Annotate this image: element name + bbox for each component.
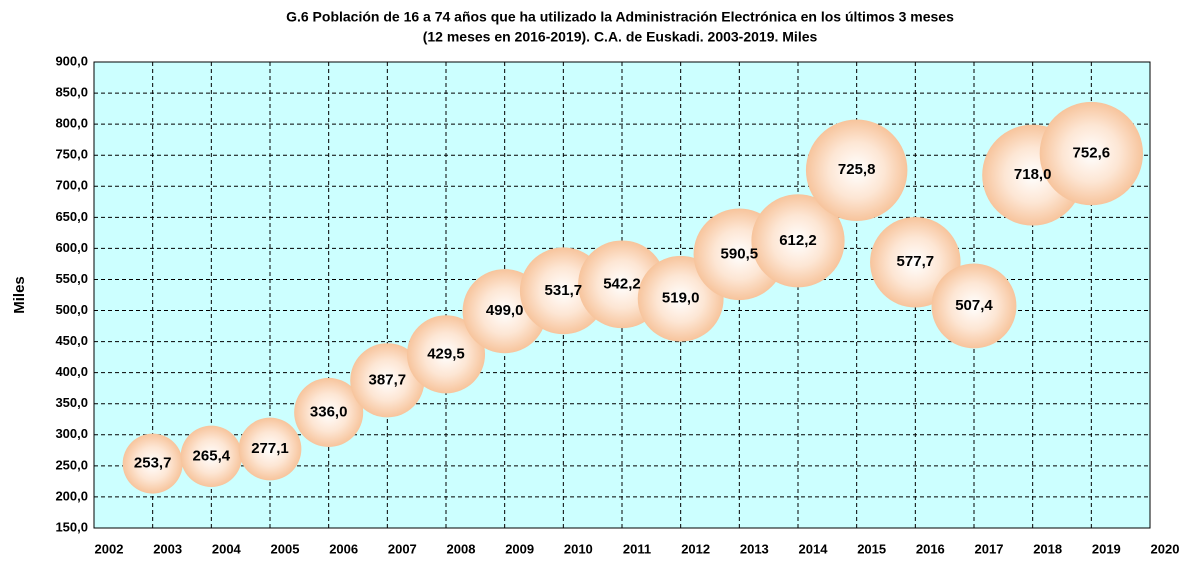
x-tick-label: 2006 [329,541,358,556]
data-label: 387,7 [369,371,407,388]
bubble [294,377,364,447]
y-tick-label: 300,0 [55,426,88,441]
data-label: 429,5 [427,345,465,362]
data-label: 531,7 [545,282,583,299]
x-tick-label: 2017 [975,541,1004,556]
bubble [805,119,908,221]
y-tick-label: 800,0 [55,116,88,131]
x-tick-label: 2002 [95,541,124,556]
x-tick-label: 2009 [505,541,534,556]
y-tick-label: 250,0 [55,457,88,472]
y-tick-label: 350,0 [55,395,88,410]
x-tick-label: 2013 [740,541,769,556]
chart-subtitle: (12 meses en 2016-2019). C.A. de Euskadi… [423,29,818,45]
data-label: 718,0 [1014,166,1052,183]
x-tick-label: 2018 [1033,541,1062,556]
bubble [238,417,302,481]
bubble [350,343,425,418]
y-tick-label: 150,0 [55,519,88,534]
x-tick-label: 2020 [1151,541,1180,556]
x-tick-label: 2019 [1092,541,1121,556]
x-tick-label: 2015 [857,541,886,556]
x-tick-label: 2003 [153,541,182,556]
data-label: 577,7 [897,253,935,270]
data-label: 725,8 [838,161,876,178]
bubble [180,425,243,487]
x-tick-label: 2012 [681,541,710,556]
data-label: 542,2 [603,275,641,292]
chart-title: G.6 Población de 16 a 74 años que ha uti… [286,9,954,25]
x-tick-label: 2007 [388,541,417,556]
y-tick-label: 650,0 [55,209,88,224]
bubble [931,263,1017,349]
y-tick-label: 200,0 [55,488,88,503]
x-tick-label: 2010 [564,541,593,556]
y-tick-label: 750,0 [55,147,88,162]
data-label: 265,4 [193,447,231,464]
y-tick-label: 550,0 [55,271,88,286]
data-label: 590,5 [721,245,759,262]
data-label: 612,2 [779,232,817,249]
y-tick-label: 900,0 [55,53,88,68]
x-tick-label: 2004 [212,541,242,556]
data-label: 253,7 [134,455,172,472]
x-tick-label: 2005 [271,541,300,556]
y-tick-label: 450,0 [55,333,88,348]
x-tick-label: 2008 [447,541,476,556]
data-label: 336,0 [310,403,348,420]
y-tick-label: 400,0 [55,364,88,379]
x-tick-label: 2016 [916,541,945,556]
x-tick-label: 2011 [623,541,651,556]
y-tick-label: 500,0 [55,302,88,317]
y-axis-label: Miles [11,276,28,314]
bubble [122,433,183,494]
bubble [751,194,845,288]
x-tick-label: 2014 [799,541,829,556]
data-label: 507,4 [955,297,993,314]
data-label: 752,6 [1073,145,1111,162]
data-label: 499,0 [486,302,524,319]
data-label: 277,1 [251,440,289,457]
y-tick-label: 700,0 [55,178,88,193]
bubble [1039,101,1144,206]
bubble [406,315,486,394]
data-label: 519,0 [662,290,700,307]
y-tick-label: 850,0 [55,85,88,100]
y-tick-label: 600,0 [55,240,88,255]
